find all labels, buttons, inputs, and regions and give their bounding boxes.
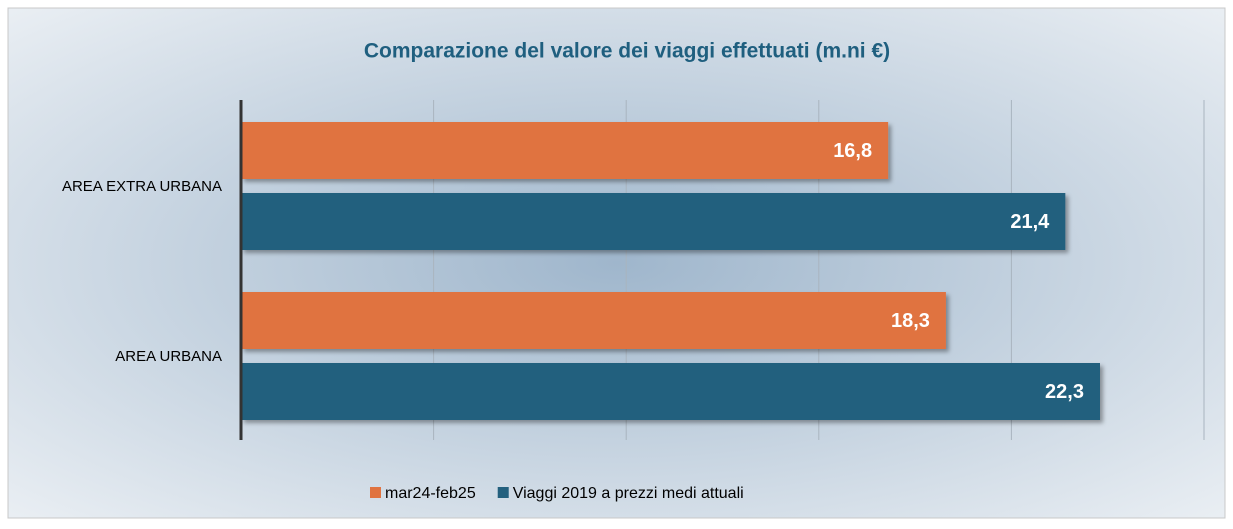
- data-label: 16,8: [833, 140, 872, 162]
- bar: [241, 292, 946, 349]
- y-tick-label: AREA EXTRA URBANA: [62, 178, 222, 195]
- y-tick-label: AREA URBANA: [115, 348, 222, 365]
- legend-label: mar24-feb25: [385, 485, 476, 502]
- legend-swatch: [497, 487, 509, 498]
- data-label: 21,4: [1010, 211, 1050, 233]
- bar: [241, 193, 1066, 250]
- legend-label: Viaggi 2019 a prezzi medi attuali: [513, 485, 744, 502]
- chart-title: Comparazione del valore dei viaggi effet…: [364, 40, 890, 63]
- legend-swatch: [370, 487, 381, 498]
- data-label: 18,3: [891, 310, 930, 332]
- chart-background: [7, 7, 1226, 519]
- bar: [241, 363, 1100, 420]
- bar: [241, 122, 889, 179]
- data-label: 22,3: [1045, 381, 1084, 403]
